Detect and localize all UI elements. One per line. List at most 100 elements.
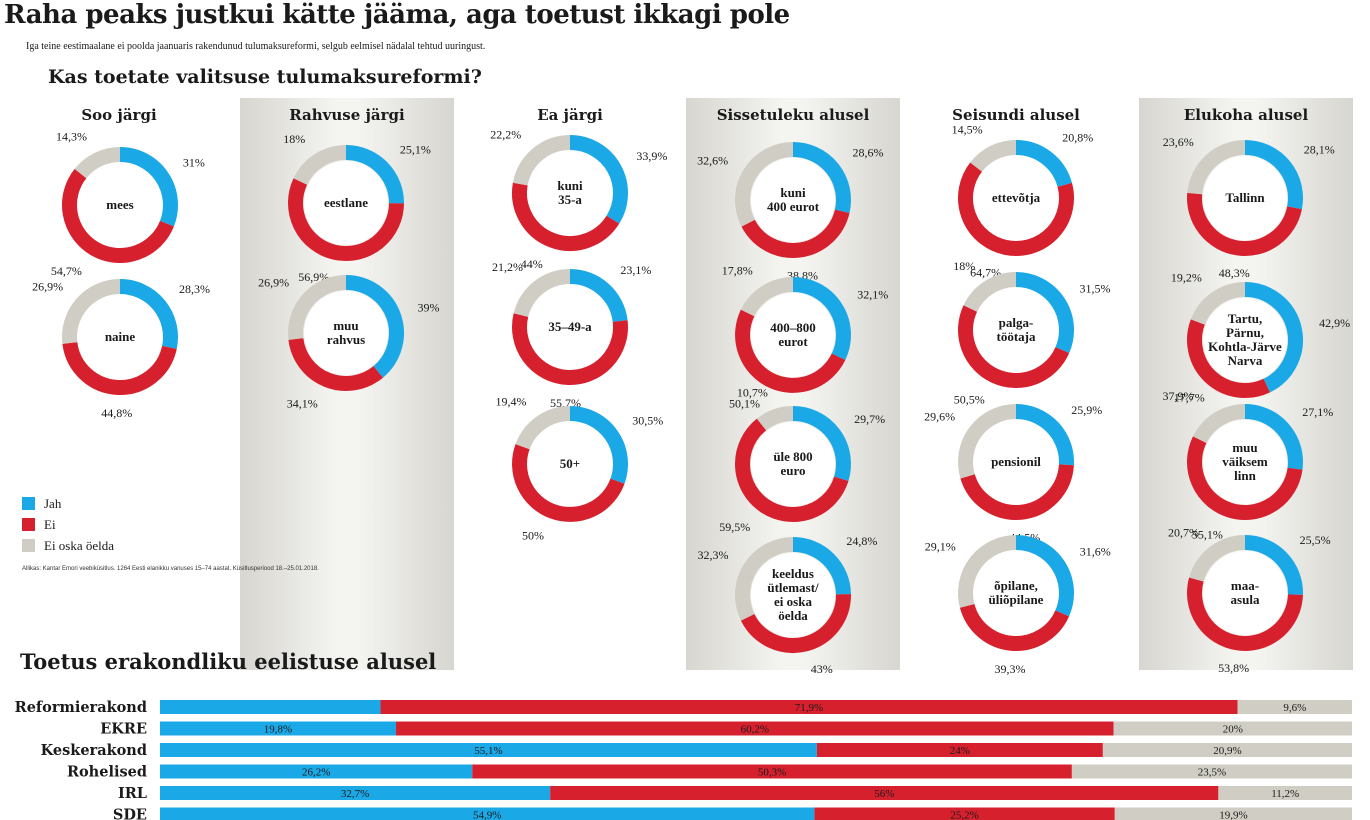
donut-value-label-ei: 50,5% xyxy=(954,392,985,406)
bar-segment-jah xyxy=(160,807,815,820)
donut-value-label-ei: 44,8% xyxy=(101,406,132,420)
bar-segment-jah xyxy=(160,743,817,757)
donut-slice-ei xyxy=(741,209,850,258)
donut-center-label: 400–800 xyxy=(770,320,816,335)
donut-slice-ei-oska-oelda xyxy=(515,406,571,450)
donut-center-label: väiksem xyxy=(1222,454,1268,469)
column-title-rahvus: Rahvuse järgi xyxy=(289,106,405,124)
donut-slice-ei-oska-oelda xyxy=(756,406,794,431)
donut-section-title: Kas toetate valitsuse tulumaksureformi? xyxy=(48,66,482,88)
bar-category-label: Reformierakond xyxy=(15,699,147,716)
bar-row-keskerakond: Keskerakond 55,1% 24% 20,9% xyxy=(41,742,1352,759)
donut-slice-jah xyxy=(569,135,628,224)
donut-hole xyxy=(304,161,388,245)
donut-value-label-ei: 37,9% xyxy=(1163,389,1194,403)
donut-naine: 28,3% 44,8% 26,9% naine xyxy=(32,279,210,420)
donut-slice-ei-oska-oelda xyxy=(735,537,794,621)
donut-slice-ei-oska-oelda xyxy=(62,279,121,344)
donut-center-label: kuni xyxy=(557,178,583,193)
donut-value-label-ei: 59,5% xyxy=(719,520,750,534)
donut-value-label-ei-oska-oelda: 26,9% xyxy=(32,280,63,294)
donut-slice-ei xyxy=(740,594,851,653)
donut-slice-ei xyxy=(1187,319,1271,398)
donut-center-label: töötaja xyxy=(997,329,1036,344)
donut-slice-jah xyxy=(1015,404,1074,466)
donut-opilane-uliopilane: 31,6% 39,3% 29,1% õpilane,üliõpilane xyxy=(925,535,1111,676)
donut-value-label-jah: 33,9% xyxy=(636,149,667,163)
donut-value-label-jah: 42,9% xyxy=(1319,316,1350,330)
bar-value-label-jah: 19,8% xyxy=(264,724,292,736)
donut-slice-jah xyxy=(345,145,405,204)
donut-center-label: kuni xyxy=(780,185,806,200)
donut-center-label: eurot xyxy=(778,334,808,349)
donut-hole xyxy=(974,288,1058,372)
donut-value-label-jah: 29,7% xyxy=(854,412,885,426)
bar-category-label: Keskerakond xyxy=(41,742,147,759)
donut-hole xyxy=(304,291,388,375)
donut-value-label-jah: 32,1% xyxy=(857,288,888,302)
donut-slice-ei xyxy=(62,168,174,263)
bar-segment-ei-oska-oelda xyxy=(1113,721,1352,736)
legend-label-ei: Ei xyxy=(44,516,56,532)
donut-value-label-ei: 50% xyxy=(522,528,544,542)
donut-35-49-a: 23,1%55,7%21,2%35–49-a xyxy=(492,260,651,410)
donut-hole xyxy=(528,422,612,506)
column-title-sissetulek: Sissetuleku alusel xyxy=(716,106,870,124)
donut-value-label-ei: 55,1% xyxy=(1192,528,1223,542)
bar-segment-ei xyxy=(380,700,1238,714)
bar-row-ekre: EKRE 19,8% 60,2% 20% xyxy=(100,721,1352,738)
column-title-vanus: Ea järgi xyxy=(537,106,603,124)
legend-swatch-ei xyxy=(22,518,35,531)
donut-value-label-ei-oska-oelda: 19,2% xyxy=(1171,270,1202,284)
donut-value-label-ei: 54,7% xyxy=(51,264,82,278)
donut-slice-ei-oska-oelda xyxy=(512,135,571,186)
donut-50: 30,5% 50% 19,4% 50+ xyxy=(496,395,664,543)
donut-slice-ei-oska-oelda xyxy=(735,142,794,227)
donut-value-label-jah: 28,6% xyxy=(853,146,884,160)
donut-slice-ei-oska-oelda xyxy=(958,535,1017,608)
bar-segment-ei-oska-oelda xyxy=(1237,700,1352,714)
bar-segment-ei-oska-oelda xyxy=(1102,743,1352,757)
donut-value-label-ei-oska-oelda: 10,7% xyxy=(737,385,768,399)
donut-slice-ei xyxy=(512,182,620,251)
donut-pensionil: 25,9%44,5%29,6%pensionil xyxy=(924,403,1102,545)
donut-slice-ei xyxy=(1187,192,1302,256)
donut-slice-ei-oska-oelda xyxy=(74,147,121,179)
donut-center-label: Tartu, xyxy=(1228,311,1263,326)
donut-hole xyxy=(78,163,162,247)
bar-row-irl: IRL 32,7% 56% 11,2% xyxy=(118,785,1352,802)
bar-segment-ei xyxy=(396,721,1114,736)
donut-center-label: üle 800 xyxy=(773,449,812,464)
donut-value-label-ei-oska-oelda: 32,6% xyxy=(697,154,728,168)
legend-item-jah: Jah xyxy=(22,493,114,514)
donut-slice-jah xyxy=(119,147,178,227)
donut-slice-jah xyxy=(792,142,851,214)
donut-value-label-ei: 34,1% xyxy=(287,397,318,411)
donut-center-label: 400 eurot xyxy=(767,199,820,214)
donut-palga-tootaja: 31,5% 50,5% 18% palga-töötaja xyxy=(953,259,1110,407)
donut-center-label: ettevõtja xyxy=(992,190,1041,205)
donut-slice-jah xyxy=(119,279,178,349)
donut-value-label-ei: 39,3% xyxy=(995,662,1026,676)
donut-value-label-ei: 44% xyxy=(521,257,543,271)
donut-slice-ei xyxy=(958,162,1074,256)
donut-value-label-ei: 50,1% xyxy=(729,397,760,411)
bar-section-title: Toetus erakondliku eelistuse alusel xyxy=(20,649,437,674)
donut-center-label: eestlane xyxy=(324,195,368,210)
bar-value-label-ei-oska-oelda: 9,6% xyxy=(1283,702,1306,714)
bar-segment-jah xyxy=(160,721,397,736)
bar-value-label-ei: 50,3% xyxy=(758,767,786,779)
bar-value-label-ei: 24% xyxy=(950,745,970,757)
donut-value-label-ei-oska-oelda: 32,3% xyxy=(698,548,729,562)
donut-value-label-jah: 28,3% xyxy=(179,282,210,296)
donut-slice-ei xyxy=(960,464,1074,520)
donut-ettevotja: 20,8% 64,7% 14,5% ettevõtja xyxy=(952,123,1094,280)
donut-center-label: ütlemast/ xyxy=(767,580,819,595)
legend-item-ei-oska-oelda: Ei oska öelda xyxy=(22,535,114,556)
donut-value-label-jah: 39% xyxy=(418,300,440,314)
source-note: Allikas: Kantar Emori veebiküsitlus. 126… xyxy=(22,566,319,572)
legend-label-jah: Jah xyxy=(44,495,62,511)
